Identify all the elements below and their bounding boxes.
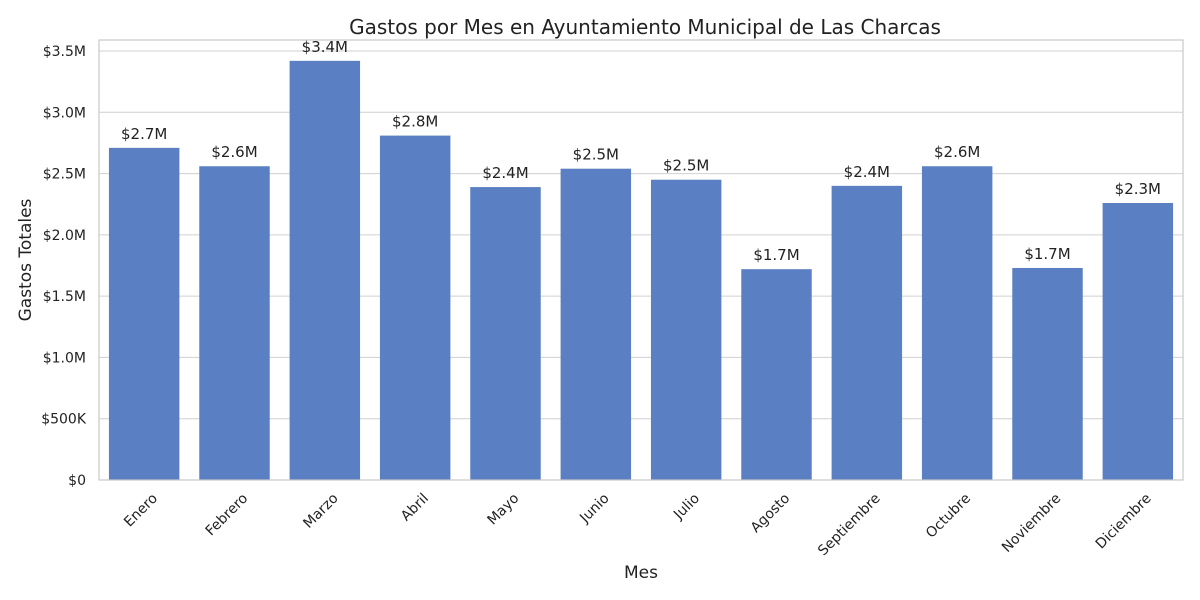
plot-frame <box>98 39 1184 481</box>
bar-value-label: $3.4M <box>302 38 348 56</box>
bar-value-label: $2.3M <box>1115 180 1161 198</box>
bar <box>379 135 451 481</box>
bars <box>108 60 1174 481</box>
x-tick-label: Noviembre <box>999 491 1064 556</box>
x-tick-label: Agosto <box>748 491 794 537</box>
bar-value-label: $2.5M <box>663 157 709 175</box>
bar <box>108 147 180 480</box>
bar-value-label: $2.8M <box>392 113 438 131</box>
y-tick-label: $3.5M <box>43 44 86 60</box>
bar-value-label: $1.7M <box>753 246 799 264</box>
x-tick-label: Junio <box>576 491 612 527</box>
y-tick-label: $1.0M <box>43 350 86 366</box>
x-tick-label: Julio <box>670 491 703 524</box>
y-tick-label: $2.0M <box>43 228 86 244</box>
x-axis-label: Mes <box>624 563 658 583</box>
bar-value-label: $1.7M <box>1024 245 1070 263</box>
x-tick-label: Septiembre <box>815 491 884 560</box>
x-axis-ticks: Enero Febrero Marzo Abril Mayo Junio Julio Agos… <box>121 491 1155 560</box>
x-tick-label: Octubre <box>923 491 974 542</box>
y-tick-label: $3.0M <box>43 105 86 121</box>
x-tick-label: Diciembre <box>1093 491 1155 553</box>
bar-value-label: $2.6M <box>211 143 257 161</box>
bar <box>831 185 903 480</box>
bar-value-label: $2.6M <box>934 143 980 161</box>
y-tick-label: $1.5M <box>43 289 86 305</box>
bar <box>470 187 541 481</box>
x-tick-label: Marzo <box>300 491 341 532</box>
grid-lines <box>99 50 1183 481</box>
chart-title: Gastos por Mes en Ayuntamiento Municipal… <box>349 15 941 39</box>
y-axis-ticks: $0 $500K $1.0M $1.5M $2.0M $2.5M $3.0M $3.5M <box>41 44 87 489</box>
y-axis-label: Gastos Totales <box>16 198 36 321</box>
x-tick-label: Enero <box>121 491 161 531</box>
bar <box>1012 267 1083 480</box>
y-tick-label: $0 <box>68 473 86 489</box>
bar <box>289 60 361 480</box>
data-labels: $2.7M $2.6M $3.4M $2.8M $2.4M $2.5M $2.5M $1.7M… <box>121 38 1161 264</box>
bar <box>199 166 270 480</box>
y-tick-label: $500K <box>41 412 87 428</box>
bar-value-label: $2.4M <box>482 164 528 182</box>
bar-value-label: $2.5M <box>573 146 619 164</box>
bar <box>1102 203 1174 480</box>
x-tick-label: Mayo <box>484 491 522 529</box>
bar <box>560 168 632 481</box>
bar <box>650 179 722 481</box>
bar-value-label: $2.7M <box>121 125 167 143</box>
x-tick-label: Abril <box>398 491 432 525</box>
bar <box>741 269 812 480</box>
bar-value-label: $2.4M <box>844 163 890 181</box>
y-tick-label: $2.5M <box>43 167 86 183</box>
bar <box>921 166 993 480</box>
x-tick-label: Febrero <box>203 491 252 540</box>
